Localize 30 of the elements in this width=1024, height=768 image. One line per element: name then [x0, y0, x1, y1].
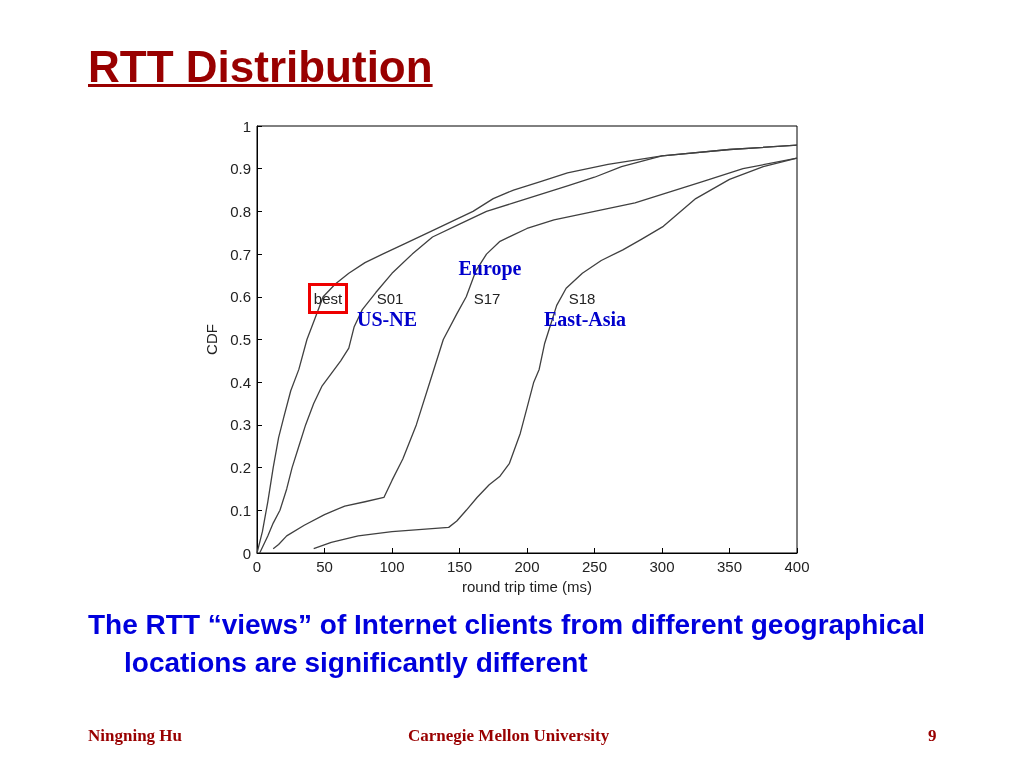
x-tick-label: 300 — [649, 558, 675, 575]
text: Ningning Hu — [88, 726, 183, 746]
y-axis-title: CDF — [203, 324, 221, 355]
series-label: S17 — [473, 289, 501, 307]
y-tick-label: 1 — [242, 117, 251, 135]
x-tick-label: 400 — [784, 558, 810, 575]
x-tick-label: 50 — [316, 558, 333, 575]
x-axis-title: round trip time (ms) — [461, 577, 593, 595]
text: 9 — [928, 726, 937, 746]
series-label: S01 — [376, 289, 404, 307]
annotation: US-NE — [356, 307, 418, 331]
y-tick-label: 0.3 — [230, 416, 251, 434]
y-tick-label: 0.1 — [230, 501, 251, 519]
y-tick-label: 0.9 — [230, 160, 251, 178]
x-tick-label: 150 — [446, 558, 473, 575]
y-tick-label: 0.5 — [230, 331, 251, 348]
y-tick-label: 0.7 — [230, 245, 251, 263]
text: Carnegie Mellon University — [408, 726, 610, 746]
series-label: S18 — [568, 289, 596, 307]
text: The RTT “views” of Internet clients from different geographical locations are significantly different — [88, 608, 926, 680]
y-tick-label: 0 — [242, 544, 251, 562]
x-tick-label: 250 — [581, 558, 608, 575]
x-tick-label: 350 — [716, 558, 743, 575]
x-tick-label: 200 — [514, 558, 540, 575]
y-tick-label: 0.4 — [230, 373, 251, 391]
y-tick-label: 0.8 — [230, 202, 251, 220]
y-tick-label: 0.6 — [230, 288, 251, 306]
chart-title: RTT Distribution — [88, 42, 433, 92]
y-tick-label: 0.2 — [230, 459, 251, 477]
x-tick-label: 100 — [379, 558, 405, 575]
